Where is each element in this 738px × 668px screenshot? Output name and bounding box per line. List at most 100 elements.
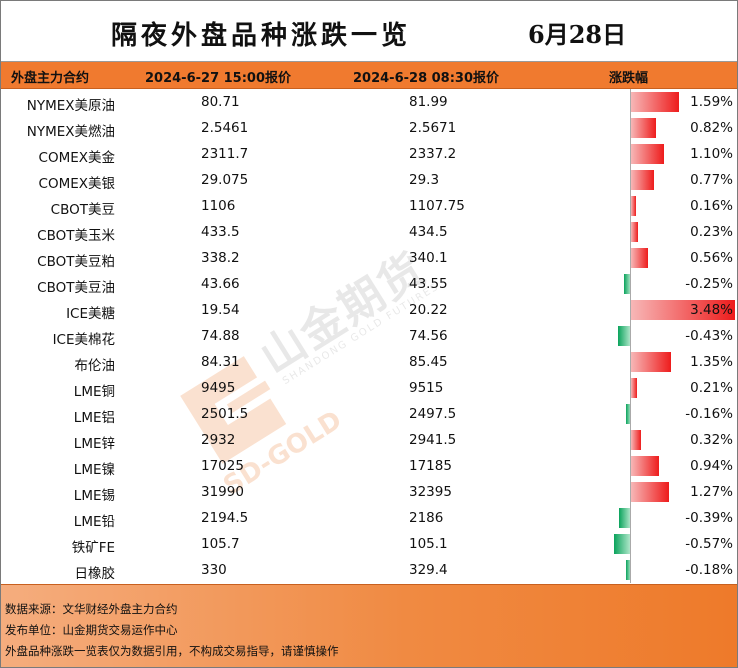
change-percent: -0.39% xyxy=(685,510,733,526)
contract-name: CBOT美豆 xyxy=(50,202,115,218)
curr-price: 2.5671 xyxy=(409,120,457,136)
table-header: 外盘主力合约 2024-6-27 15:00报价 2024-6-28 08:30… xyxy=(1,62,737,89)
prev-price: 19.54 xyxy=(201,302,240,318)
change-percent: 0.82% xyxy=(690,120,733,136)
prev-price: 43.66 xyxy=(201,276,240,292)
change-bar-area xyxy=(631,479,737,505)
rise-bar xyxy=(631,144,664,164)
change-percent: 3.48% xyxy=(690,302,733,318)
curr-price: 2186 xyxy=(409,510,444,526)
prev-price: 105.7 xyxy=(201,536,240,552)
curr-price: 29.3 xyxy=(409,172,440,188)
table-row: LME镍 17025 17185 0.94% xyxy=(1,453,737,479)
table-row: ICE美糖 19.54 20.22 3.48% xyxy=(1,297,737,323)
curr-price: 85.45 xyxy=(409,354,448,370)
table-row: 铁矿FE 105.7 105.1 -0.57% xyxy=(1,531,737,557)
contract-name: COMEX美银 xyxy=(38,176,115,192)
curr-price: 32395 xyxy=(409,484,452,500)
prev-price: 2932 xyxy=(201,432,236,448)
fall-bar xyxy=(626,404,631,424)
rise-bar xyxy=(631,378,637,398)
fall-bar xyxy=(614,534,631,554)
prev-price: 1106 xyxy=(201,198,236,214)
table-row: LME铜 9495 9515 0.21% xyxy=(1,375,737,401)
table-row: CBOT美豆粕 338.2 340.1 0.56% xyxy=(1,245,737,271)
change-percent: -0.25% xyxy=(685,276,733,292)
prev-price: 330 xyxy=(201,562,227,578)
prev-price: 338.2 xyxy=(201,250,240,266)
change-bar-area xyxy=(619,505,737,531)
fall-bar xyxy=(624,274,631,294)
prev-price: 31990 xyxy=(201,484,244,500)
contract-name: LME锡 xyxy=(73,488,115,504)
rise-bar xyxy=(631,352,671,372)
curr-price: 81.99 xyxy=(409,94,448,110)
title-bar: 隔夜外盘品种涨跌一览 6月28日 xyxy=(1,1,737,62)
prev-price: 2.5461 xyxy=(201,120,249,136)
change-bar-area xyxy=(631,297,737,323)
change-bar-area xyxy=(624,271,737,297)
table-row: NYMEX美燃油 2.5461 2.5671 0.82% xyxy=(1,115,737,141)
table-row: LME铅 2194.5 2186 -0.39% xyxy=(1,505,737,531)
change-percent: 0.56% xyxy=(690,250,733,266)
contract-name: LME铅 xyxy=(73,514,115,530)
curr-price: 1107.75 xyxy=(409,198,465,214)
table-row: 日橡胶 330 329.4 -0.18% xyxy=(1,557,737,583)
change-bar-area xyxy=(631,115,737,141)
table-row: CBOT美豆油 43.66 43.55 -0.25% xyxy=(1,271,737,297)
change-bar-area xyxy=(631,349,737,375)
prev-price: 29.075 xyxy=(201,172,249,188)
rise-bar xyxy=(631,248,648,268)
change-percent: -0.43% xyxy=(685,328,733,344)
change-bar-area xyxy=(631,167,737,193)
header-curr-price: 2024-6-28 08:30报价 xyxy=(353,71,500,86)
change-percent: -0.16% xyxy=(685,406,733,422)
contract-name: LME镍 xyxy=(73,462,115,478)
contract-name: LME铝 xyxy=(73,410,115,426)
change-percent: 1.10% xyxy=(690,146,733,162)
change-percent: -0.57% xyxy=(685,536,733,552)
change-bar-area xyxy=(618,323,737,349)
table-row: 布伦油 84.31 85.45 1.35% xyxy=(1,349,737,375)
page-title: 隔夜外盘品种涨跌一览 xyxy=(111,21,412,51)
change-bar-area xyxy=(631,89,737,115)
contract-name: 铁矿FE xyxy=(71,540,115,556)
curr-price: 340.1 xyxy=(409,250,448,266)
curr-price: 20.22 xyxy=(409,302,448,318)
curr-price: 17185 xyxy=(409,458,452,474)
curr-price: 2941.5 xyxy=(409,432,457,448)
table-row: COMEX美银 29.075 29.3 0.77% xyxy=(1,167,737,193)
prev-price: 433.5 xyxy=(201,224,240,240)
curr-price: 74.56 xyxy=(409,328,448,344)
change-percent: 0.16% xyxy=(690,198,733,214)
footer-source: 数据来源：文华财经外盘主力合约 xyxy=(5,602,178,616)
prev-price: 84.31 xyxy=(201,354,240,370)
change-percent: 0.32% xyxy=(690,432,733,448)
change-percent: 0.77% xyxy=(690,172,733,188)
rise-bar xyxy=(631,430,641,450)
contract-name: ICE美糖 xyxy=(66,306,115,322)
table-row: LME铝 2501.5 2497.5 -0.16% xyxy=(1,401,737,427)
curr-price: 105.1 xyxy=(409,536,448,552)
curr-price: 43.55 xyxy=(409,276,448,292)
contract-name: NYMEX美原油 xyxy=(26,98,115,114)
rise-bar xyxy=(631,222,638,242)
curr-price: 2497.5 xyxy=(409,406,457,422)
table-row: LME锡 31990 32395 1.27% xyxy=(1,479,737,505)
contract-name: CBOT美豆粕 xyxy=(37,254,115,270)
rise-bar xyxy=(631,92,679,112)
rise-bar xyxy=(631,300,735,320)
change-percent: 0.94% xyxy=(690,458,733,474)
contract-name: COMEX美金 xyxy=(38,150,115,166)
header-prev-price: 2024-6-27 15:00报价 xyxy=(145,71,292,86)
change-percent: 1.59% xyxy=(690,94,733,110)
rise-bar xyxy=(631,482,669,502)
change-bar-area xyxy=(631,141,737,167)
prev-price: 80.71 xyxy=(201,94,240,110)
change-bar-area xyxy=(631,219,737,245)
header-contract: 外盘主力合约 xyxy=(11,71,90,86)
curr-price: 434.5 xyxy=(409,224,448,240)
curr-price: 2337.2 xyxy=(409,146,457,162)
curr-price: 329.4 xyxy=(409,562,448,578)
prev-price: 2311.7 xyxy=(201,146,249,162)
